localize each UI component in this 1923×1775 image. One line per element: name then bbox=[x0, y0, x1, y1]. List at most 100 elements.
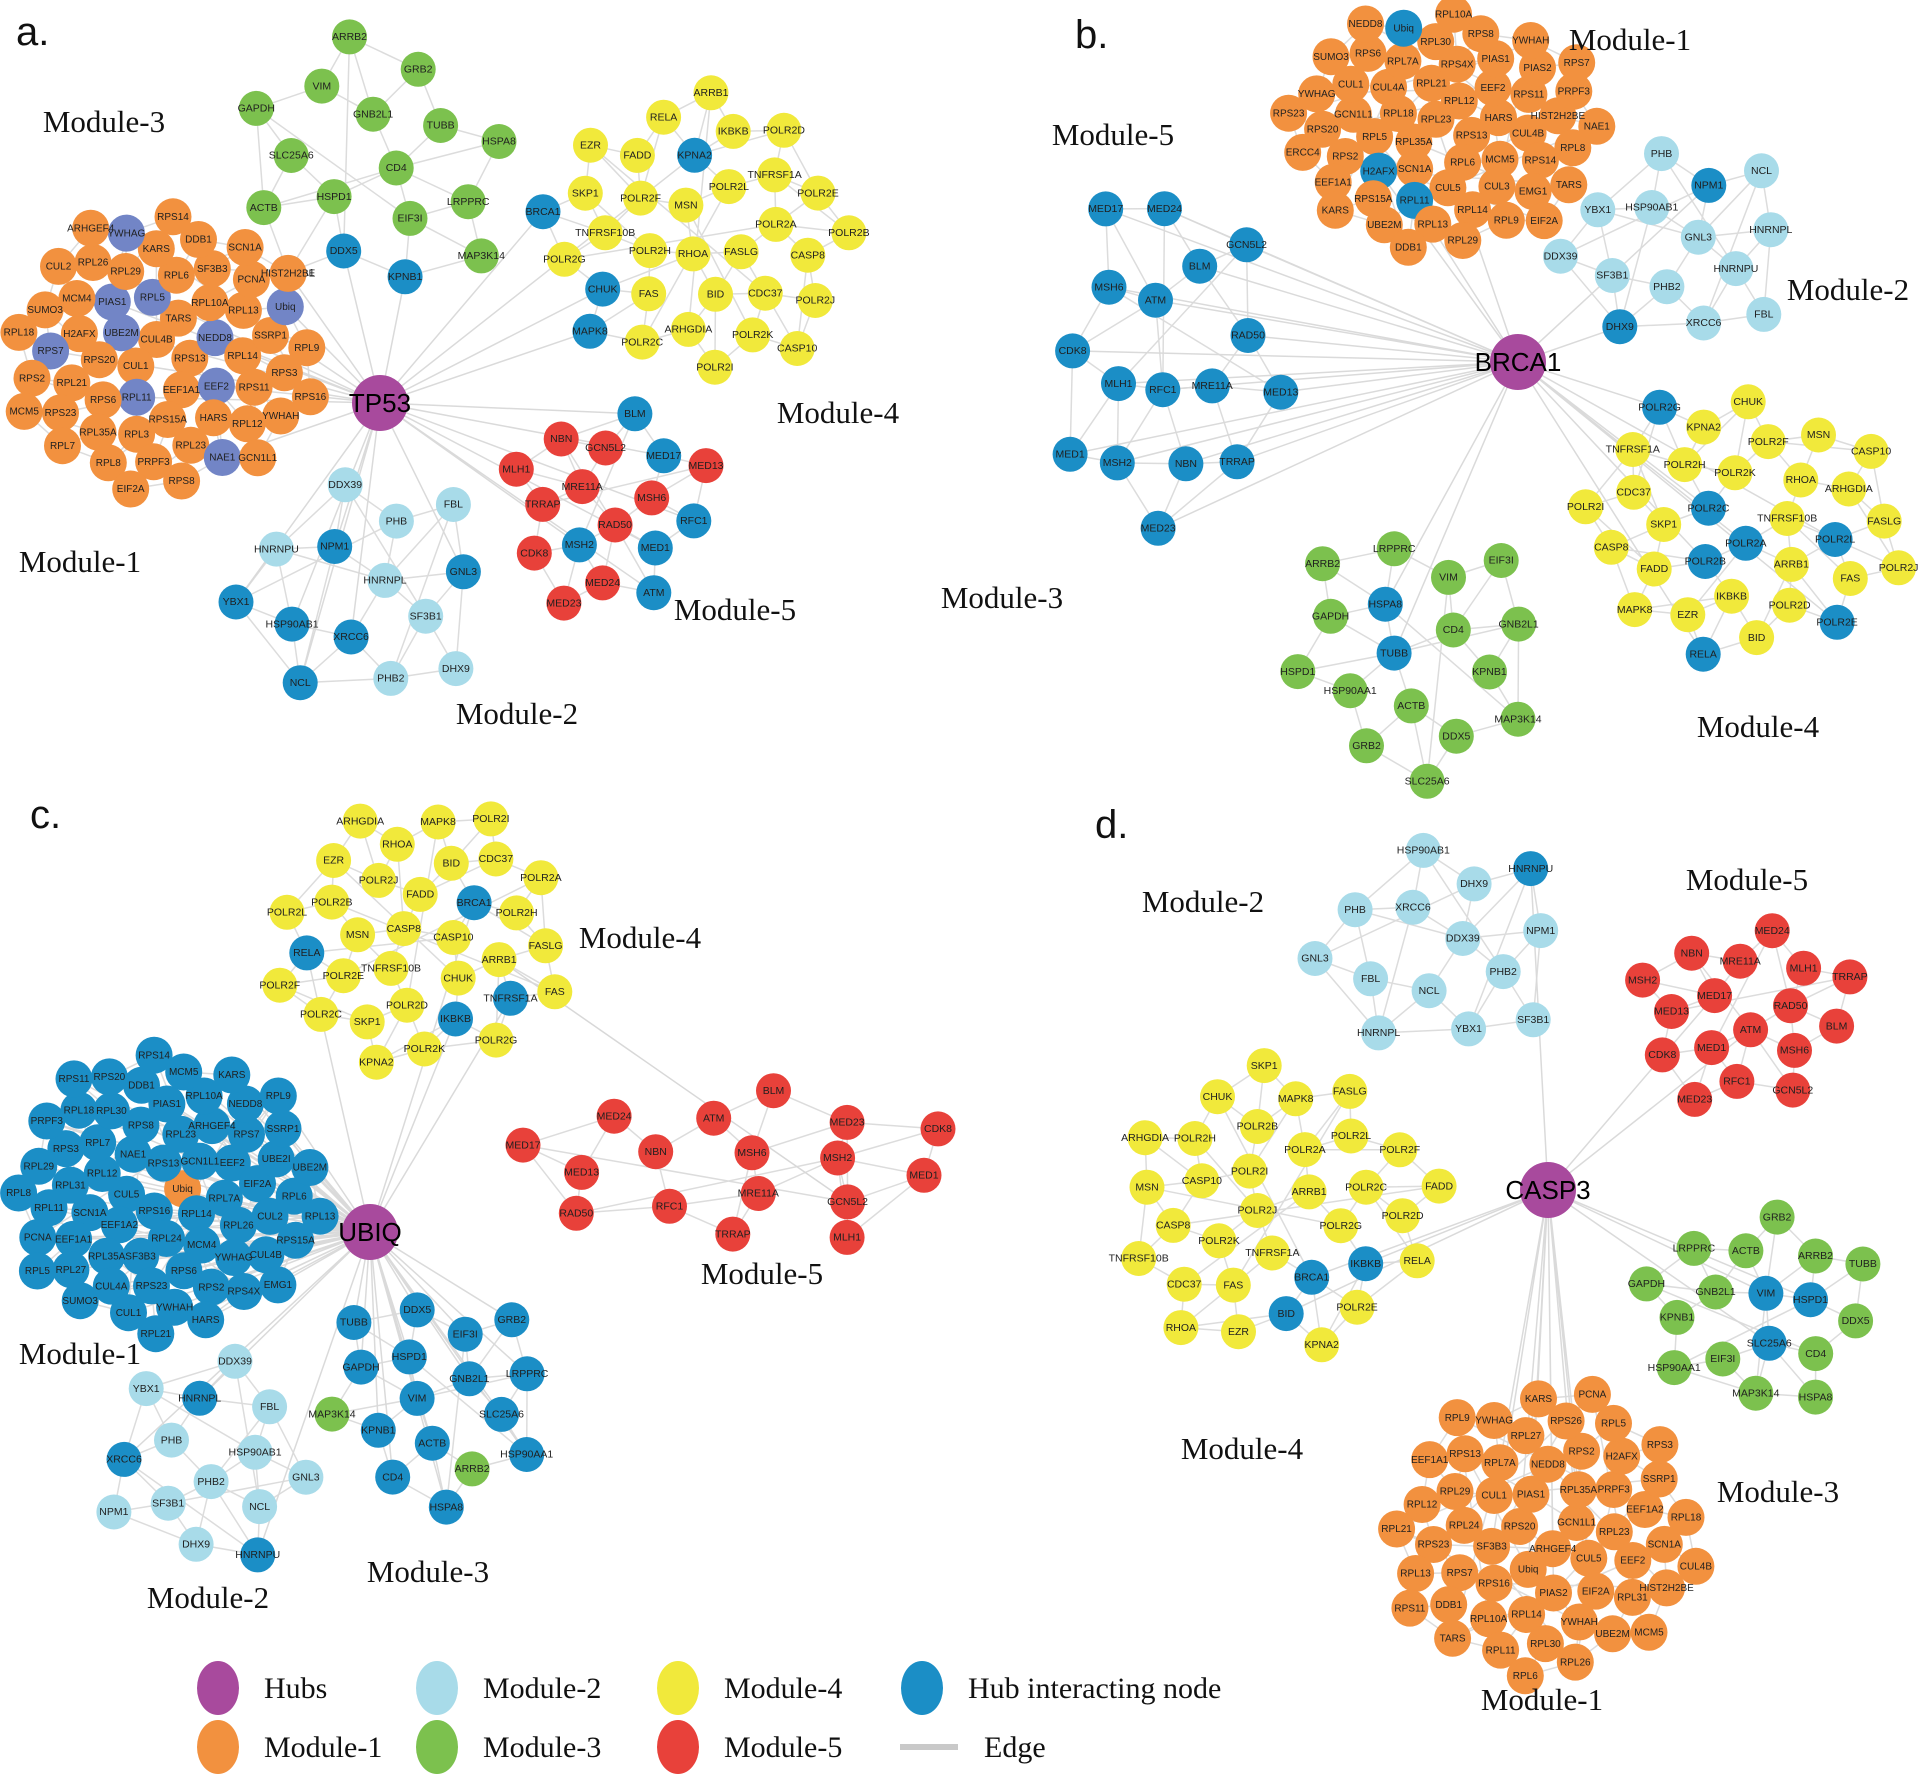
node-RPS4X bbox=[225, 1273, 263, 1310]
node-POLR2H bbox=[632, 233, 668, 269]
node-label-Ubiq: Ubiq bbox=[1393, 23, 1414, 34]
legend-label-module-3: Module-3 bbox=[483, 1731, 601, 1764]
node-PCNA bbox=[19, 1219, 57, 1256]
node-label-DDX39: DDX39 bbox=[1446, 933, 1480, 945]
node-KARS bbox=[137, 230, 175, 268]
node-TNFRSF10B bbox=[587, 215, 623, 251]
node-label-MED17: MED17 bbox=[505, 1139, 540, 1151]
module-label-b-module-2: Module-2 bbox=[1787, 272, 1909, 307]
node-label-EZR: EZR bbox=[580, 139, 601, 151]
node-label-RAD50: RAD50 bbox=[1231, 330, 1265, 342]
node-label-MED13: MED13 bbox=[688, 460, 723, 472]
node-FASLG bbox=[723, 234, 759, 270]
node-label-Ubiq: Ubiq bbox=[275, 302, 296, 313]
node-ARRB2 bbox=[332, 19, 367, 55]
node-label-GNL3: GNL3 bbox=[292, 1471, 320, 1483]
node-POLR2L bbox=[1817, 522, 1853, 557]
node-RPL8 bbox=[1554, 129, 1592, 167]
node-label-ARHGDIA: ARHGDIA bbox=[336, 815, 384, 827]
node-label-RPS20: RPS20 bbox=[1504, 1522, 1536, 1533]
node-NPM1 bbox=[317, 529, 353, 564]
node-label-VIM: VIM bbox=[312, 80, 331, 92]
node-NBN bbox=[638, 1134, 674, 1170]
panel-letter-c: c. bbox=[30, 793, 61, 837]
node-NPM1 bbox=[1691, 167, 1727, 203]
legend-label-module-2: Module-2 bbox=[483, 1672, 601, 1705]
node-POLR2L bbox=[711, 169, 747, 205]
node-label-YWHAH: YWHAH bbox=[156, 1302, 193, 1313]
node-label-TRRAP: TRRAP bbox=[715, 1228, 751, 1240]
node-GNL3 bbox=[1680, 219, 1716, 255]
node-label-CDC37: CDC37 bbox=[748, 287, 783, 299]
node-label-CUL3: CUL3 bbox=[1484, 182, 1510, 193]
node-label-RPS7: RPS7 bbox=[1447, 1568, 1474, 1579]
node-label-RPL13: RPL13 bbox=[305, 1211, 336, 1222]
node-label-KPNA2: KPNA2 bbox=[677, 150, 712, 162]
node-label-UBE2M: UBE2M bbox=[1595, 1629, 1629, 1640]
node-KPNB1 bbox=[360, 1412, 396, 1448]
panel-letter-d: d. bbox=[1095, 803, 1128, 847]
node-RPS16 bbox=[1475, 1564, 1513, 1602]
node-label-RPL29: RPL29 bbox=[1440, 1487, 1471, 1498]
node-CHUK bbox=[585, 271, 621, 307]
node-TARS bbox=[1550, 166, 1588, 204]
node-RPL6 bbox=[1506, 1657, 1544, 1695]
node-label-CDK8: CDK8 bbox=[924, 1123, 952, 1135]
node-RPL13 bbox=[1414, 205, 1452, 243]
node-label-RPL8: RPL8 bbox=[96, 458, 121, 469]
node-label-CASP8: CASP8 bbox=[387, 923, 422, 935]
node-label-CUL4A: CUL4A bbox=[1372, 82, 1405, 93]
node-RPL7 bbox=[79, 1124, 117, 1162]
node-label-TNFRSF10B: TNFRSF10B bbox=[575, 227, 635, 239]
node-DDX39 bbox=[217, 1343, 253, 1379]
node-label-RPS15A: RPS15A bbox=[149, 415, 188, 426]
node-HNRNPL bbox=[1361, 1015, 1397, 1051]
node-CDC37 bbox=[747, 275, 783, 311]
node-label-ARRB1: ARRB1 bbox=[482, 954, 517, 966]
node-label-PIAS1: PIAS1 bbox=[153, 1099, 182, 1110]
node-FADD bbox=[619, 137, 655, 173]
node-label-RPL8: RPL8 bbox=[1560, 143, 1585, 154]
cluster-a-module-2: HNRNPL XRCC6 NPM1 SF3B1 HSP90AB1 PHB PHB2 HNRNP… bbox=[218, 467, 578, 731]
node-label-RPL21: RPL21 bbox=[1381, 1524, 1412, 1535]
node-GCN1L1 bbox=[181, 1142, 219, 1180]
node-NAE1 bbox=[203, 439, 241, 476]
node-RPL7A bbox=[1384, 42, 1422, 80]
node-label-RPL7: RPL7 bbox=[50, 441, 75, 452]
node-label-POLR2K: POLR2K bbox=[404, 1043, 445, 1055]
node-GNB2L1 bbox=[355, 96, 391, 132]
node-label-POLR2J: POLR2J bbox=[795, 295, 835, 307]
node-PRPF3 bbox=[1555, 72, 1593, 110]
node-RHOA bbox=[379, 826, 415, 862]
node-PCNA bbox=[232, 260, 270, 298]
node-DHX9 bbox=[438, 651, 474, 687]
node-POLR2F bbox=[623, 180, 659, 216]
node-label-RPL9: RPL9 bbox=[266, 1091, 291, 1102]
node-label-ARHGEF4: ARHGEF4 bbox=[188, 1121, 236, 1132]
node-label-FBL: FBL bbox=[444, 499, 463, 511]
node-RPS14 bbox=[135, 1036, 173, 1074]
node-TNFRSF1A bbox=[1615, 432, 1651, 467]
node-label-MRE11A: MRE11A bbox=[562, 481, 603, 493]
node-CUL5 bbox=[1570, 1539, 1608, 1577]
legend: Hubs Module-1 Module-2 Module-3 Module-4 Modu… bbox=[197, 1661, 1221, 1774]
node-GNB2L1 bbox=[1698, 1274, 1734, 1310]
node-label-RPL35A: RPL35A bbox=[1395, 137, 1433, 148]
node-POLR2A bbox=[1287, 1132, 1323, 1168]
node-HSP90AA1 bbox=[1656, 1350, 1692, 1386]
node-POLR2F bbox=[262, 967, 298, 1003]
node-label-RPS6: RPS6 bbox=[1355, 49, 1382, 60]
node-RPS11 bbox=[1391, 1589, 1429, 1627]
node-label-SUMO3: SUMO3 bbox=[27, 305, 63, 316]
node-label-CUL4B: CUL4B bbox=[1512, 128, 1545, 139]
node-NCL bbox=[1411, 973, 1447, 1009]
node-TNFRSF10B bbox=[1769, 501, 1805, 536]
node-ARRB2 bbox=[1305, 546, 1341, 582]
node-EZR bbox=[316, 843, 352, 878]
node-label-DDX39: DDX39 bbox=[1544, 250, 1578, 262]
node-FASLG bbox=[528, 928, 564, 964]
node-MED1 bbox=[1052, 436, 1088, 472]
node-label-PHB2: PHB2 bbox=[197, 1476, 225, 1488]
node-GCN1L1 bbox=[1334, 95, 1372, 133]
node-label-BLM: BLM bbox=[1189, 260, 1211, 272]
